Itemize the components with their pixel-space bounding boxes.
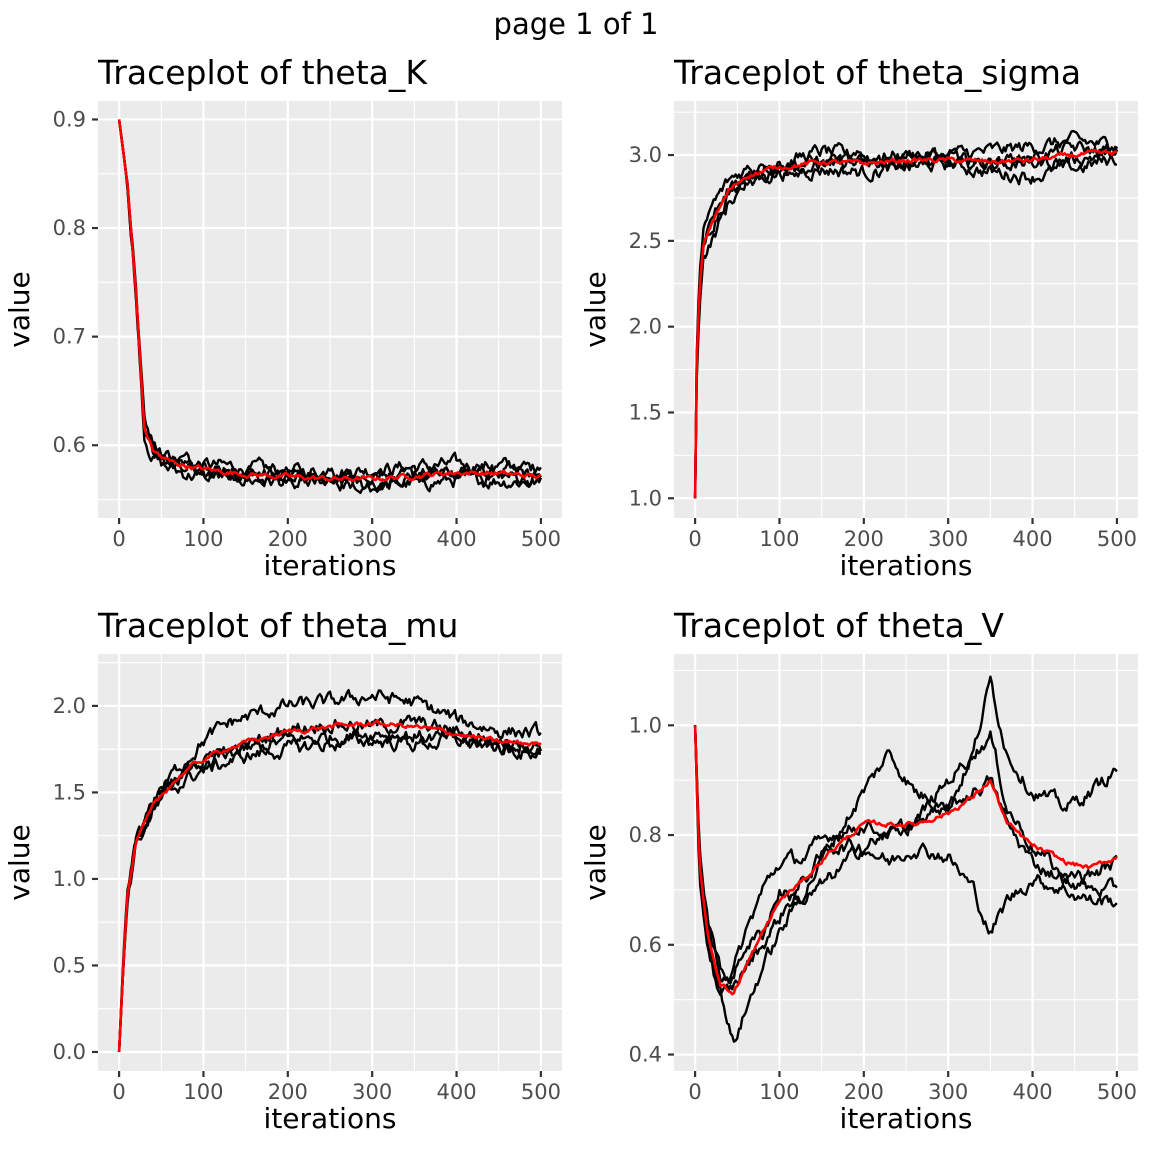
- panel-title: Traceplot of theta_K: [97, 53, 428, 92]
- page-title: page 1 of 1: [494, 7, 659, 41]
- y-tick-label: 1.0: [629, 713, 662, 737]
- x-tick-label: 400: [436, 1080, 476, 1104]
- x-axis-title: iterations: [264, 1102, 397, 1135]
- x-tick-label: 400: [436, 527, 476, 551]
- y-tick-label: 0.7: [53, 325, 86, 349]
- x-axis-title: iterations: [840, 1102, 973, 1135]
- x-tick-label: 300: [928, 1080, 968, 1104]
- x-tick-label: 400: [1012, 1080, 1052, 1104]
- chain-trace-line: [693, 675, 1118, 1043]
- y-tick-label: 0.4: [629, 1043, 662, 1067]
- y-tick-label: 0.8: [629, 823, 662, 847]
- panel-theta-mu: Traceplot of theta_mu 0 100 200 300 400 500 0.…: [3, 606, 562, 1135]
- x-tick-label: 200: [268, 1080, 308, 1104]
- y-tick-label: 1.5: [53, 780, 86, 804]
- y-tick-label: 0.6: [629, 933, 662, 957]
- x-tick-label: 500: [1097, 527, 1137, 551]
- mean-trace-line: [693, 725, 1118, 996]
- x-tick-label: 100: [183, 527, 223, 551]
- chain-trace-line: [117, 730, 542, 1053]
- chain-trace-line: [693, 725, 1118, 997]
- y-tick-label: 0.5: [53, 953, 86, 977]
- x-tick-label: 500: [521, 1080, 561, 1104]
- mean-trace-line: [693, 148, 1118, 499]
- panel-title: Traceplot of theta_V: [673, 606, 1004, 645]
- y-axis-title: value: [579, 271, 612, 347]
- x-tick-label: 100: [759, 1080, 799, 1104]
- chain-trace-line: [693, 154, 1117, 499]
- x-tick-label: 100: [759, 527, 799, 551]
- x-tick-label: 500: [1097, 1080, 1137, 1104]
- y-axis-title: value: [3, 824, 36, 900]
- x-tick-label: 0: [112, 1080, 125, 1104]
- panel-title: Traceplot of theta_sigma: [673, 53, 1081, 92]
- y-axis-title: value: [579, 824, 612, 900]
- y-tick-label: 2.0: [53, 694, 86, 718]
- x-tick-label: 400: [1012, 527, 1052, 551]
- y-tick-label: 1.0: [53, 867, 86, 891]
- y-tick-label: 0.9: [53, 107, 86, 131]
- mean-trace-line: [117, 119, 542, 483]
- y-tick-label: 0.6: [53, 433, 86, 457]
- y-tick-label: 1.5: [629, 400, 662, 424]
- x-tick-label: 0: [112, 527, 125, 551]
- x-tick-label: 0: [688, 1080, 701, 1104]
- panel-theta-v: Traceplot of theta_V 0 100 200 300 400 500 0.4…: [579, 606, 1138, 1135]
- x-tick-label: 0: [688, 527, 701, 551]
- panel-theta-sigma: Traceplot of theta_sigma 0 100 200 300 400 50…: [579, 53, 1138, 582]
- x-tick-label: 300: [352, 527, 392, 551]
- chain-trace-line: [693, 143, 1119, 499]
- x-axis-title: iterations: [840, 549, 973, 582]
- y-tick-label: 2.5: [629, 229, 662, 253]
- x-axis-title: iterations: [264, 549, 397, 582]
- y-tick-label: 0.0: [53, 1040, 86, 1064]
- x-tick-label: 500: [521, 527, 561, 551]
- x-tick-label: 300: [352, 1080, 392, 1104]
- y-tick-label: 1.0: [629, 486, 662, 510]
- x-tick-label: 100: [183, 1080, 223, 1104]
- x-tick-label: 200: [268, 527, 308, 551]
- y-axis-title: value: [3, 271, 36, 347]
- panel-title: Traceplot of theta_mu: [97, 606, 458, 645]
- x-tick-label: 300: [928, 527, 968, 551]
- x-tick-label: 200: [844, 527, 884, 551]
- panel-theta-k: Traceplot of theta_K 0 100 200 300 400 500 0.6…: [3, 53, 562, 582]
- y-tick-label: 2.0: [629, 315, 662, 339]
- y-tick-label: 3.0: [629, 143, 662, 167]
- mean-trace-line: [117, 719, 542, 1053]
- chain-trace-line: [117, 688, 542, 1053]
- x-tick-label: 200: [844, 1080, 884, 1104]
- y-tick-label: 0.8: [53, 216, 86, 240]
